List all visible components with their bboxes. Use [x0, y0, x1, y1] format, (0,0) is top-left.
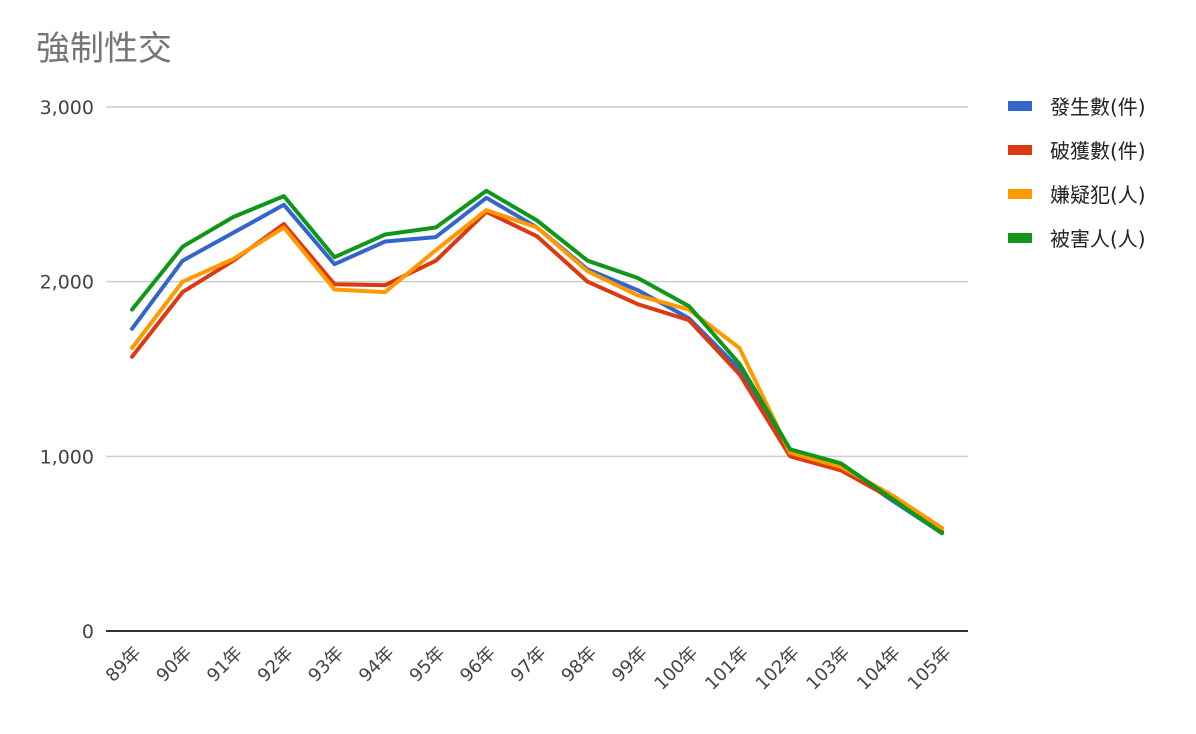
x-tick-label: 93年: [304, 643, 348, 687]
legend-swatch: [1008, 101, 1032, 111]
chart-title: 強制性交: [36, 29, 172, 69]
legend-swatch: [1008, 233, 1032, 243]
legend-label: 被害人(人): [1050, 227, 1146, 251]
x-tick-label: 105年: [904, 643, 956, 695]
legend-swatch: [1008, 145, 1032, 155]
x-tick-label: 98年: [557, 643, 601, 687]
x-tick-label: 90年: [152, 643, 196, 687]
x-tick-label: 94年: [355, 643, 399, 687]
y-tick-label: 3,000: [40, 97, 94, 119]
x-tick-label: 104年: [853, 643, 905, 695]
x-axis-ticks: 89年 90年 91年 92年 93年 94年 95年 96年 97年 98年 99年100年101…: [102, 643, 956, 695]
x-tick-label: 103年: [802, 643, 854, 695]
series-line-3: [130, 208, 944, 530]
x-tick-label: 92年: [254, 643, 298, 687]
x-tick-label: 96年: [456, 643, 500, 687]
x-tick-label: 99年: [608, 643, 652, 687]
x-tick-label: 101年: [701, 643, 753, 695]
x-tick-label: 102年: [752, 643, 804, 695]
series-line-2: [130, 209, 944, 534]
x-tick-label: 97年: [507, 643, 551, 687]
x-tick-label: 91年: [203, 643, 247, 687]
legend-label: 嫌疑犯(人): [1050, 183, 1146, 207]
y-axis-ticks: 0 1,000 2,000 3,000: [40, 97, 94, 643]
x-tick-label: 89年: [102, 643, 146, 687]
legend-label: 發生數(件): [1050, 95, 1146, 119]
series-lines: [130, 188, 944, 536]
legend: 發生數(件) 破獲數(件) 嫌疑犯(人) 被害人(人): [1008, 95, 1146, 251]
x-tick-label: 100年: [651, 643, 703, 695]
series-line-4: [130, 188, 944, 536]
legend-swatch: [1008, 189, 1032, 199]
gridlines: [106, 106, 968, 632]
legend-label: 破獲數(件): [1050, 139, 1146, 163]
x-tick-label: 95年: [406, 643, 450, 687]
y-tick-label: 0: [82, 621, 94, 643]
y-tick-label: 1,000: [40, 446, 94, 468]
y-tick-label: 2,000: [40, 272, 94, 294]
